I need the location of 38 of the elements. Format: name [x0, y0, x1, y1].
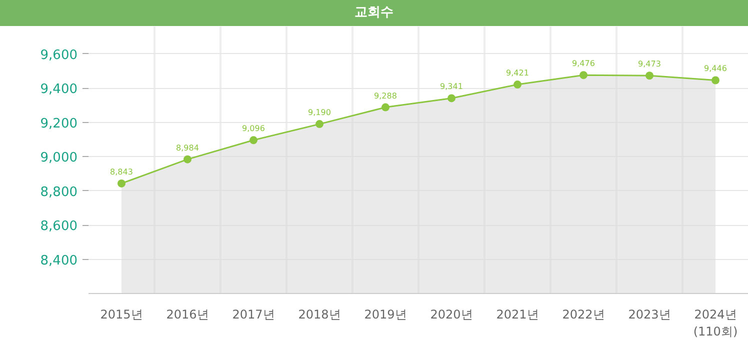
text: 9,288: [374, 91, 397, 100]
x-tick-label: 2016년: [166, 308, 209, 322]
point: [118, 179, 126, 188]
x-tick-label: 2022년: [562, 308, 605, 322]
text: 8,984: [176, 143, 199, 152]
y-tick-label: 9,600: [40, 48, 78, 63]
x-tick-label: 2023년: [628, 308, 671, 322]
x-tick-label: 2019년: [364, 308, 407, 322]
x-tick-label: 2015년: [100, 308, 143, 322]
y-tick-label: 9,400: [40, 82, 78, 98]
text: 9,341: [440, 82, 463, 92]
y-tick-label: 9,200: [40, 116, 78, 132]
point: [712, 76, 720, 84]
point: [382, 103, 390, 112]
text: 9,446: [704, 64, 727, 74]
y-tick-label: 8,600: [40, 219, 78, 234]
text: 9,190: [308, 108, 331, 118]
point: [646, 72, 654, 80]
x-tick-label: 2017년: [232, 308, 275, 322]
point: [316, 120, 324, 128]
point: [184, 155, 192, 164]
x-tick-label: 2024년 (110회): [693, 308, 738, 338]
text: 9,473: [638, 60, 661, 69]
text: 9,421: [506, 68, 529, 78]
y-tick-label: 8,800: [40, 184, 78, 200]
x-tick-label: 2020년: [430, 308, 473, 322]
x-tick-label: 2021년: [496, 308, 539, 322]
y-tick-label: 8,400: [40, 253, 78, 268]
text: 9,096: [242, 124, 265, 134]
point: [448, 94, 456, 102]
point: [580, 71, 588, 80]
chart-title: 교회수: [354, 4, 394, 22]
y-tick-label: 9,000: [40, 150, 78, 166]
text: 9,476: [572, 59, 595, 68]
text: 8,843: [110, 167, 133, 176]
point: [250, 136, 258, 144]
point: [514, 80, 522, 89]
x-tick-label: 2018년: [298, 308, 341, 322]
